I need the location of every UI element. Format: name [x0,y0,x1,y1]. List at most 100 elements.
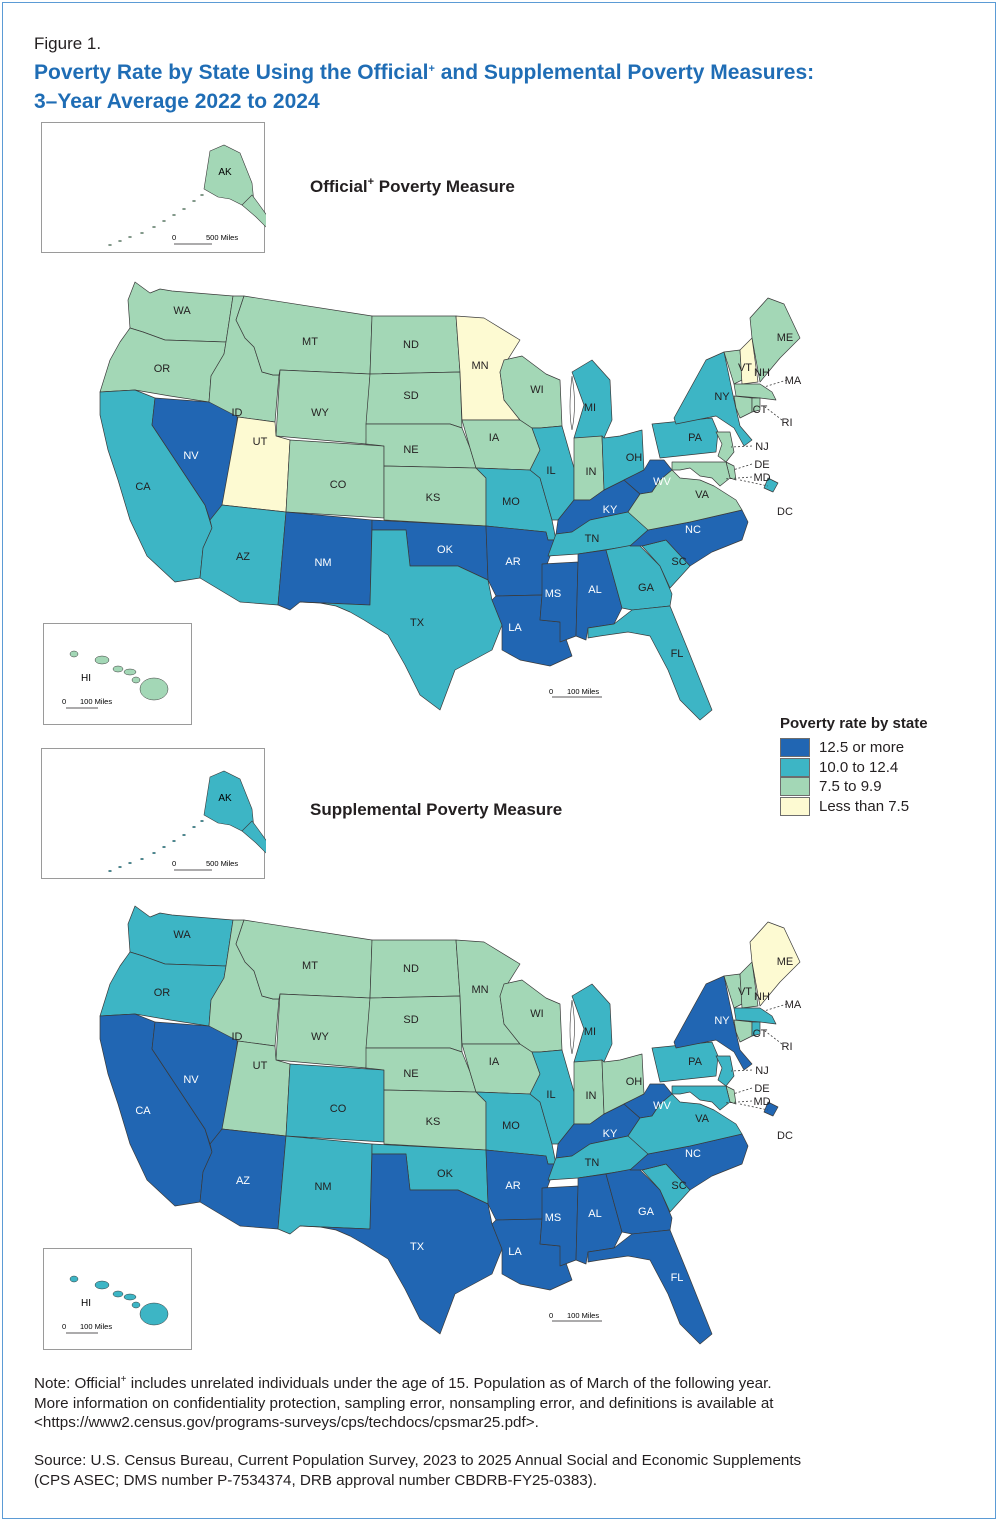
state-label-wv: WV [653,1100,671,1112]
state-tx-shape [299,529,503,711]
state-label-ms: MS [545,1212,562,1224]
state-label-me: ME [777,332,794,344]
ak-island-shape [200,819,204,822]
legend-label: 7.5 to 9.9 [819,778,882,796]
title-line2: 3–Year Average 2022 to 2024 [34,90,320,113]
state-label-oh: OH [626,1076,643,1088]
state-label-vt: VT [738,986,752,998]
state-label-mn: MN [471,360,488,372]
state-mi-shape [571,983,613,1063]
state-label-co: CO [330,479,347,491]
state-il-shape [529,1049,575,1145]
state-label-ia: IA [489,1056,500,1068]
hi-scale-zero: 0 [62,1322,66,1331]
state-label-or: OR [154,363,171,375]
state-label-in: IN [586,1090,597,1102]
hi-island-shape [131,1301,141,1309]
state-dc-shape [763,1101,779,1117]
state-nh-shape [739,961,759,1009]
state-label-mt: MT [302,960,318,972]
source-line-1: Source: U.S. Census Bureau, Current Popu… [34,1452,802,1469]
leader-line [732,463,753,471]
state-label-wa: WA [173,929,191,941]
scale-zero-label: 0 [549,1311,553,1320]
state-label-ct: CT [753,1028,768,1040]
supplemental-map-title: Supplemental Poverty Measure [310,800,562,820]
alaska-inset-supplemental: AK 0 500 Miles [41,748,266,879]
state-label-al: AL [588,584,601,596]
state-label-or: OR [154,987,171,999]
state-label-wv: WV [653,476,671,488]
scale-bar: 0 100 Miles [549,1311,602,1322]
scale-miles-label: 100 Miles [567,687,599,696]
ak-island-shape [128,861,132,864]
state-label-wy: WY [311,407,329,419]
lake-michigan [569,375,575,431]
state-label-mo: MO [502,496,520,508]
hi-scale-miles: 100 Miles [80,697,112,706]
state-label-co: CO [330,1103,347,1115]
ak-island-shape [192,825,196,828]
state-label-ut: UT [253,436,268,448]
ak-scale-zero: 0 [172,859,176,868]
state-ga-shape [605,1167,673,1235]
state-label-ks: KS [426,492,441,504]
state-label-md: MD [753,1096,770,1108]
state-label-la: LA [508,1246,522,1258]
map-title-text: Supplemental Poverty Measure [310,800,563,819]
state-label-dc: DC [777,1130,793,1142]
legend-label: 12.5 or more [819,739,905,757]
figure-label: Figure 1. [34,34,102,53]
ak-island-shape [162,219,166,222]
state-label-la: LA [508,622,522,634]
note-text-1: includes unrelated individuals under the… [126,1375,772,1393]
state-mi-shape [571,359,613,439]
state-ny-shape [673,975,753,1071]
state-label-pa: PA [688,1056,703,1068]
state-nh-shape [739,337,759,385]
legend: Poverty rate by state 12.5 or more 10.0 t… [780,715,980,816]
ak-island-shape [118,865,122,868]
state-ct-shape [733,1019,753,1043]
ak-island-shape [128,235,132,238]
ak-panhandle-shape [241,194,266,228]
map-title-mark: + [367,176,375,188]
hi-island-shape [131,676,141,684]
state-ny-shape [673,351,753,447]
note-url: <https://www2.census.gov/programs-survey… [34,1414,539,1432]
ak-scale-miles: 500 Miles [206,233,238,242]
ak-island-shape [108,869,112,872]
ak-island-shape [182,207,186,210]
state-md-shape [671,461,731,487]
leader-line [764,1030,783,1045]
state-label-fl: FL [671,648,684,660]
state-label-nd: ND [403,339,419,351]
leader-line [739,1103,769,1111]
state-label-mt: MT [302,336,318,348]
state-label-ak: AK [218,167,232,178]
state-pa-shape [651,417,719,459]
hi-island-shape [139,1302,169,1326]
state-label-nh: NH [754,991,770,1003]
state-shapes [99,281,801,721]
title-part1: Poverty Rate by State Using the Official [34,61,429,84]
state-label-ak: AK [218,793,232,804]
figure-title: Poverty Rate by State Using the Official… [34,55,974,116]
state-label-ut: UT [253,1060,268,1072]
state-label-nh: NH [754,367,770,379]
state-label-id: ID [232,1031,243,1043]
leader-line [723,1100,753,1104]
hi-scale-miles: 100 Miles [80,1322,112,1331]
state-me-shape [749,297,801,383]
state-label-in: IN [586,466,597,478]
state-label-nm: NM [314,557,331,569]
state-label-az: AZ [236,551,250,563]
state-label-mn: MN [471,984,488,996]
state-il-shape [529,425,575,521]
ak-island-shape [182,833,186,836]
ak-scale-miles: 500 Miles [206,859,238,868]
state-label-ne: NE [403,1068,418,1080]
state-label-mo: MO [502,1120,520,1132]
state-ga-shape [605,543,673,611]
state-label-sc: SC [671,556,686,568]
